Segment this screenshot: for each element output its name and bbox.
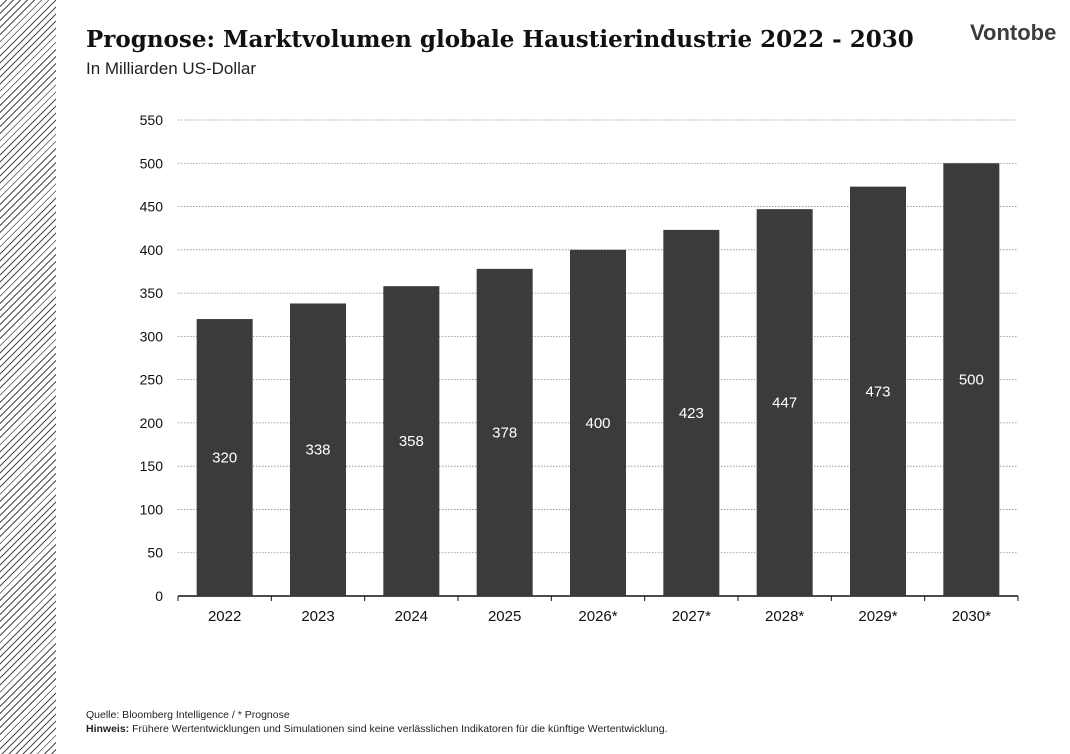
y-axis-ticks: 0 50 100 150 200 250 300 350 400 450 500 550	[140, 112, 164, 604]
y-tick-label: 550	[140, 112, 164, 128]
bar	[663, 229, 720, 596]
bar	[290, 303, 346, 596]
y-tick-label: 50	[147, 545, 163, 561]
bar	[943, 163, 1000, 597]
x-tick-label: 2023	[301, 608, 334, 625]
x-tick-label: 2026*	[578, 608, 617, 625]
bar	[850, 186, 906, 596]
x-tick-label: 2024	[395, 608, 428, 625]
brand-logo-text: Vontobe	[970, 20, 1057, 45]
bar	[383, 286, 440, 596]
x-tick-label: 2022	[208, 608, 241, 625]
data-label: 500	[959, 372, 984, 389]
bar	[570, 249, 626, 596]
data-label: 423	[679, 405, 704, 422]
y-tick-label: 400	[140, 242, 164, 258]
bar	[756, 209, 813, 596]
data-label: 447	[772, 395, 797, 412]
data-label: 320	[212, 450, 237, 467]
data-label: 358	[399, 433, 424, 450]
y-tick-label: 450	[140, 199, 164, 215]
y-tick-label: 0	[155, 588, 163, 604]
disclaimer-note: Hinweis: Frühere Wertentwicklungen und S…	[86, 723, 668, 735]
y-tick-label: 250	[140, 372, 164, 388]
disclaimer-label: Hinweis:	[86, 723, 130, 735]
data-labels: 320 338 358 378 400 423 447 473 500	[212, 372, 984, 467]
bar	[196, 319, 253, 596]
bars	[196, 163, 1000, 597]
y-tick-label: 500	[140, 155, 164, 171]
data-label: 378	[492, 424, 517, 441]
hatched-border	[0, 0, 56, 754]
x-tick-label: 2028*	[765, 608, 804, 625]
source-note: Quelle: Bloomberg Intelligence / * Progn…	[86, 709, 290, 721]
x-axis-ticks: 2022 2023 2024 2025 2026* 2027* 2028* 2029* 2030…	[208, 608, 991, 625]
y-tick-label: 100	[140, 501, 164, 517]
y-tick-label: 350	[140, 285, 164, 301]
y-tick-label: 200	[140, 415, 164, 431]
data-label: 400	[585, 415, 610, 432]
data-label: 473	[865, 383, 890, 400]
x-tick-label: 2030*	[952, 608, 991, 625]
x-tick-label: 2029*	[858, 608, 897, 625]
data-label: 338	[305, 442, 330, 459]
bar	[476, 268, 533, 596]
y-tick-label: 300	[140, 328, 164, 344]
chart-title: Prognose: Marktvolumen globale Haustieri…	[86, 26, 914, 53]
disclaimer-text: Frühere Wertentwicklungen und Simulation…	[132, 723, 668, 735]
y-tick-label: 150	[140, 458, 164, 474]
x-tick-label: 2025	[488, 608, 521, 625]
chart-subtitle: In Milliarden US-Dollar	[86, 59, 257, 78]
x-tick-label: 2027*	[672, 608, 711, 625]
